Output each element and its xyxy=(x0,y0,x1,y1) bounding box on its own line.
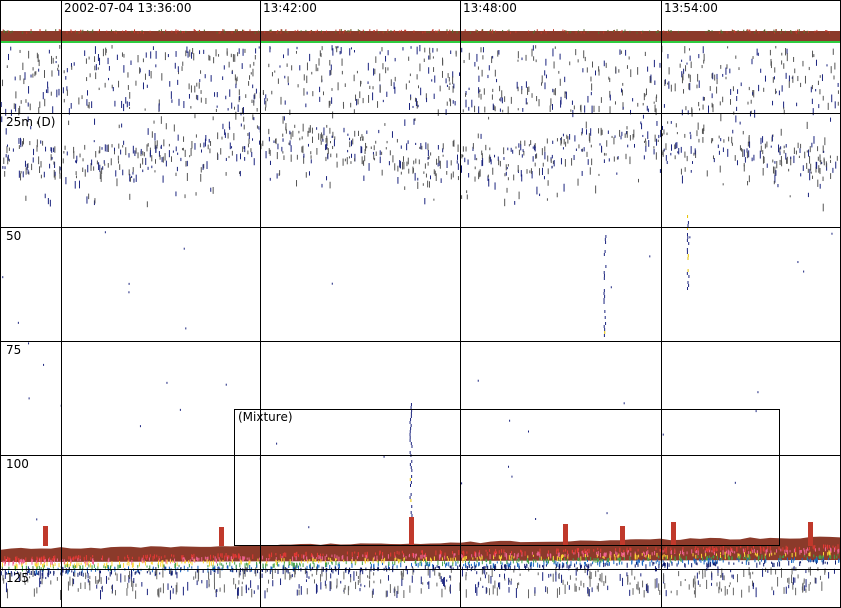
time-label: 13:42:00 xyxy=(263,1,317,15)
depth-labels: 25m (D) 50 75 100 125 xyxy=(6,115,55,585)
surface-band xyxy=(1,31,840,41)
time-label: 13:54:00 xyxy=(664,1,718,15)
time-label: 2002-07-04 13:36:00 xyxy=(64,1,191,15)
bottom-spike xyxy=(409,517,414,546)
depth-label: 125 xyxy=(6,571,29,585)
depth-label: 75 xyxy=(6,343,21,357)
depth-label: 25m (D) xyxy=(6,115,55,129)
depth-label: 50 xyxy=(6,229,21,243)
depth-label: 100 xyxy=(6,457,29,471)
region-label: (Mixture) xyxy=(238,410,293,424)
time-labels: 2002-07-04 13:36:00 13:42:00 13:48:00 13… xyxy=(64,1,718,15)
time-label: 13:48:00 xyxy=(463,1,517,15)
bottom-spike xyxy=(563,524,568,546)
bottom-spike xyxy=(43,526,48,546)
bottom-spike xyxy=(808,522,813,546)
bottom-spike xyxy=(671,522,676,546)
region-box xyxy=(234,409,780,546)
bottom-spike xyxy=(620,526,625,546)
bottom-spike xyxy=(219,527,224,546)
